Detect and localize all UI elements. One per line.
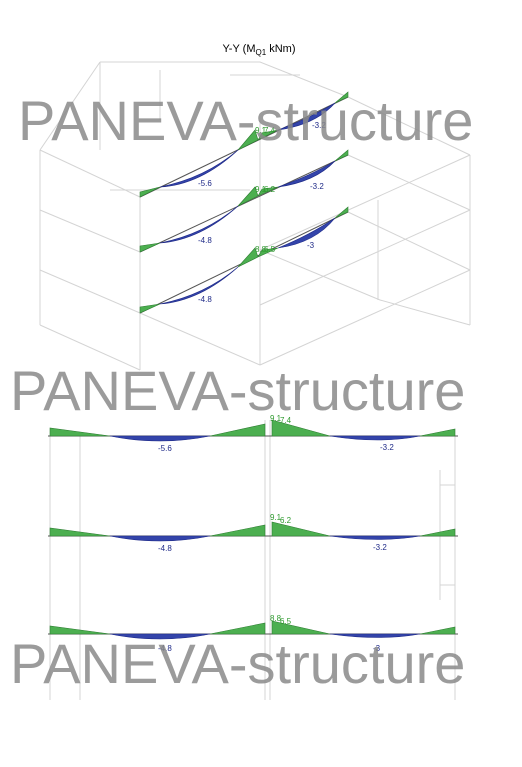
- label: 7.4: [264, 126, 276, 135]
- label: 6.5: [280, 617, 292, 626]
- label: 9.1: [255, 126, 267, 135]
- labels-elevation: 9.1 7.4 -5.6 -3.2 9.1 6.2 -4.8 -3.2 8.8 …: [158, 414, 394, 653]
- label: -4.8: [158, 644, 172, 653]
- label: 6.5: [264, 245, 276, 254]
- label: 8.8: [255, 245, 267, 254]
- label: -5.6: [158, 444, 172, 453]
- label: -4.8: [158, 544, 172, 553]
- label: 8.8: [270, 614, 282, 623]
- label: 9.1: [270, 513, 282, 522]
- label: -5.6: [198, 179, 212, 188]
- watermark: PANEVA-structure: [10, 359, 465, 422]
- label: -3: [307, 241, 315, 250]
- label: -3.2: [310, 182, 324, 191]
- label: 6.2: [264, 185, 276, 194]
- label: 7.4: [280, 416, 292, 425]
- title-prefix: Y-Y (M: [222, 43, 255, 55]
- label: -4.8: [198, 295, 212, 304]
- label: -3.2: [380, 443, 394, 452]
- watermark: PANEVA-structure: [10, 632, 465, 695]
- label: 9.1: [255, 185, 267, 194]
- labels-3d: 9.1 7.4 -3.2 -5.6 9.1 6.2 -3.2 -4.8 8.8 …: [198, 121, 326, 304]
- wireframe: [39, 61, 471, 371]
- beams-elevation: [48, 419, 458, 640]
- title-suffix: kNm): [266, 43, 295, 55]
- title-subscript: Q1: [256, 48, 267, 57]
- label: 9.1: [270, 414, 282, 423]
- beams-3d: [139, 91, 349, 314]
- watermark: PANEVA-structure: [18, 89, 473, 152]
- label: -3.2: [373, 543, 387, 552]
- label: -4.8: [198, 236, 212, 245]
- label: -3.2: [312, 121, 326, 130]
- title: Y-Y (MQ1 kNm): [222, 43, 295, 57]
- label: 6.2: [280, 516, 292, 525]
- label: -3: [373, 644, 381, 653]
